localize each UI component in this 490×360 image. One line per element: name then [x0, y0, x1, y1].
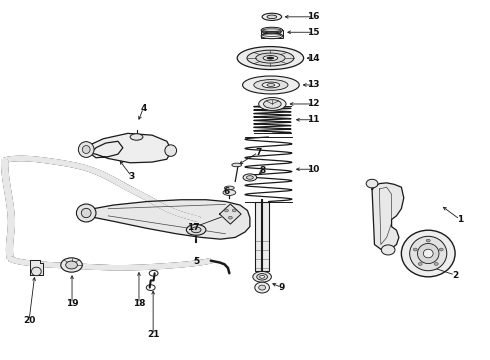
Circle shape: [434, 262, 438, 265]
Ellipse shape: [261, 27, 283, 33]
Circle shape: [413, 248, 417, 251]
Ellipse shape: [78, 141, 94, 157]
Circle shape: [366, 179, 378, 188]
Ellipse shape: [61, 258, 82, 272]
Text: 6: 6: [223, 187, 229, 196]
Text: 21: 21: [147, 330, 159, 339]
Polygon shape: [84, 200, 250, 239]
Polygon shape: [3, 156, 200, 221]
Ellipse shape: [232, 163, 242, 167]
Text: 14: 14: [307, 54, 319, 63]
Circle shape: [259, 285, 266, 290]
Ellipse shape: [417, 243, 439, 264]
Text: 10: 10: [307, 165, 319, 174]
Text: 3: 3: [128, 172, 135, 181]
Text: 1: 1: [457, 215, 463, 224]
Ellipse shape: [165, 145, 176, 156]
Text: 7: 7: [255, 148, 261, 157]
Text: 16: 16: [307, 12, 319, 21]
Text: 2: 2: [452, 270, 458, 279]
Ellipse shape: [267, 15, 277, 19]
Text: 18: 18: [133, 299, 145, 308]
Ellipse shape: [267, 57, 274, 59]
Ellipse shape: [263, 55, 278, 60]
Text: 4: 4: [140, 104, 147, 113]
Text: 17: 17: [187, 223, 200, 232]
Ellipse shape: [223, 190, 236, 195]
Circle shape: [232, 209, 236, 212]
Circle shape: [440, 248, 443, 251]
Ellipse shape: [256, 53, 285, 63]
Circle shape: [224, 209, 228, 212]
Bar: [255, 202, 270, 271]
Ellipse shape: [410, 236, 447, 271]
Circle shape: [255, 282, 270, 293]
Ellipse shape: [81, 208, 91, 218]
Ellipse shape: [224, 186, 234, 190]
Circle shape: [426, 239, 430, 242]
Ellipse shape: [243, 76, 299, 94]
Circle shape: [381, 245, 395, 255]
Text: 9: 9: [278, 283, 285, 292]
Ellipse shape: [262, 13, 282, 21]
Ellipse shape: [76, 204, 96, 222]
Ellipse shape: [31, 267, 41, 276]
Ellipse shape: [259, 98, 286, 111]
Text: 19: 19: [66, 299, 78, 308]
Polygon shape: [372, 183, 404, 250]
Ellipse shape: [257, 274, 268, 280]
Ellipse shape: [261, 33, 283, 39]
Text: 12: 12: [307, 99, 319, 108]
Polygon shape: [30, 260, 43, 275]
Text: 15: 15: [307, 28, 319, 37]
Ellipse shape: [423, 249, 433, 258]
Ellipse shape: [247, 50, 294, 66]
Ellipse shape: [246, 176, 253, 179]
Ellipse shape: [254, 80, 288, 90]
Text: 11: 11: [307, 115, 319, 124]
Text: 8: 8: [260, 166, 266, 175]
Polygon shape: [220, 204, 241, 224]
Ellipse shape: [130, 134, 143, 140]
Ellipse shape: [66, 261, 77, 269]
Bar: [261, 30, 283, 38]
Text: 20: 20: [23, 316, 35, 325]
Ellipse shape: [267, 84, 275, 86]
Ellipse shape: [237, 46, 304, 69]
Polygon shape: [9, 257, 212, 270]
Ellipse shape: [243, 174, 257, 181]
Ellipse shape: [253, 271, 271, 282]
Polygon shape: [1, 160, 14, 259]
Ellipse shape: [82, 145, 90, 153]
Ellipse shape: [191, 227, 201, 233]
Ellipse shape: [260, 275, 265, 278]
Ellipse shape: [262, 82, 280, 88]
Text: 13: 13: [307, 81, 319, 90]
Ellipse shape: [264, 100, 281, 108]
Ellipse shape: [186, 225, 206, 235]
Ellipse shape: [401, 230, 455, 277]
Circle shape: [418, 262, 422, 265]
Text: 5: 5: [193, 257, 199, 266]
Polygon shape: [84, 134, 172, 163]
Circle shape: [228, 216, 232, 219]
